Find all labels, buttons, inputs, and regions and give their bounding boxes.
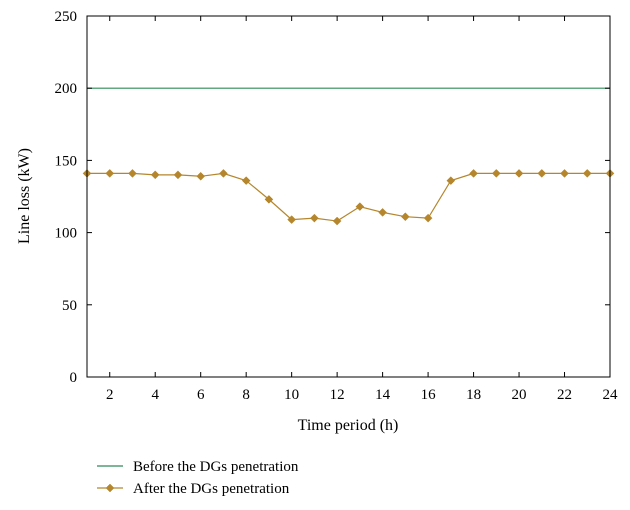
data-point-after-dgs: [514, 169, 524, 178]
y-tick-label: 150: [55, 153, 78, 169]
y-tick-label: 50: [62, 298, 77, 314]
data-point-after-dgs: [196, 171, 206, 181]
x-tick-label: 2: [106, 387, 114, 403]
x-tick-label: 10: [284, 387, 299, 403]
legend-label-before-dgs: Before the DGs penetration: [133, 459, 299, 475]
legend-label-after-dgs: After the DGs penetration: [133, 481, 290, 497]
x-tick-label: 14: [375, 387, 391, 403]
legend-marker-after-dgs: [105, 483, 115, 493]
data-point-after-dgs: [219, 169, 228, 178]
series-layer: [82, 87, 615, 226]
data-point-after-dgs: [128, 169, 137, 178]
x-tick-label: 4: [151, 387, 159, 403]
data-point-after-dgs: [355, 202, 365, 211]
data-point-after-dgs: [310, 213, 319, 223]
data-point-after-dgs: [287, 215, 297, 224]
data-point-after-dgs: [446, 176, 456, 185]
data-point-after-dgs: [560, 169, 569, 178]
data-point-after-dgs: [150, 170, 160, 180]
y-tick-label: 200: [55, 81, 78, 97]
x-tick-label: 20: [512, 387, 527, 403]
data-point-after-dgs: [423, 213, 433, 223]
plot-area-frame: [86, 15, 611, 378]
data-point-after-dgs: [241, 176, 251, 185]
data-point-after-dgs: [469, 169, 478, 178]
data-point-after-dgs: [332, 216, 342, 226]
data-point-after-dgs: [264, 195, 274, 204]
x-axis-title: Time period (h): [298, 417, 399, 434]
x-tick-label: 12: [330, 387, 345, 403]
y-tick-label: 0: [70, 370, 78, 386]
data-point-after-dgs: [173, 170, 183, 180]
y-tick-label: 100: [55, 226, 78, 242]
legend: Before the DGs penetration After the DGs …: [97, 459, 299, 497]
y-tick-label: 250: [55, 9, 78, 25]
data-point-after-dgs: [582, 169, 592, 178]
x-tick-label: 6: [197, 387, 205, 403]
x-tick-label: 8: [242, 387, 250, 403]
series-line-after-dgs: [87, 172, 610, 222]
x-tick-label: 24: [603, 387, 619, 403]
axis-ticks: [87, 15, 611, 378]
data-point-after-dgs: [105, 169, 115, 178]
x-tick-label: 22: [557, 387, 572, 403]
data-point-after-dgs: [491, 169, 501, 178]
data-point-after-dgs: [400, 212, 410, 222]
data-point-after-dgs: [537, 169, 547, 178]
data-point-after-dgs: [378, 208, 387, 217]
x-tick-label: 18: [466, 387, 481, 403]
y-axis-title: Line loss (kW): [16, 148, 33, 244]
x-tick-label: 16: [421, 387, 437, 403]
